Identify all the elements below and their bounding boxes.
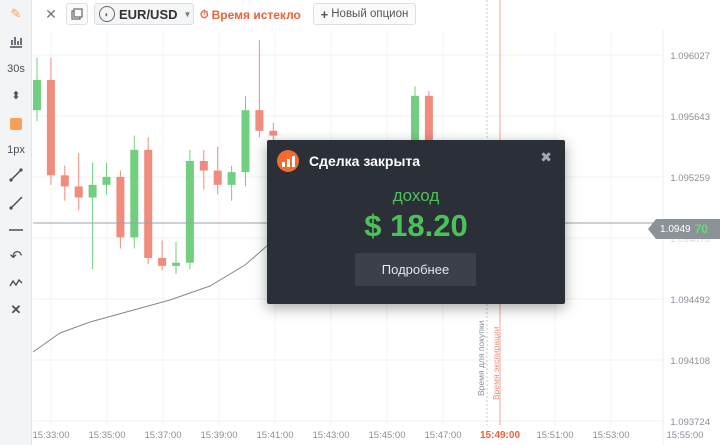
- plus-icon: +: [320, 6, 329, 22]
- price-tick: 1.096027: [670, 51, 710, 62]
- candle-up: [102, 176, 111, 185]
- candle-down: [158, 257, 167, 266]
- income-amount: $ 18.20: [364, 208, 468, 243]
- chevron-down-icon: ▼: [183, 9, 192, 19]
- current-price-pips: 70: [694, 222, 708, 236]
- current-price-value: 1.0949: [660, 223, 691, 235]
- expired-status-text: Время истекло: [211, 8, 301, 22]
- candle-up: [130, 149, 139, 238]
- candle-down: [60, 175, 69, 187]
- candle-up: [227, 172, 236, 185]
- indicators-icon[interactable]: [0, 29, 32, 53]
- globe-icon: ◐: [99, 6, 115, 22]
- up-down-arrows-icon[interactable]: ⬍: [11, 89, 21, 102]
- time-tick: 15:37:00: [144, 430, 182, 441]
- candle-up: [172, 262, 180, 266]
- candle-up: [33, 79, 41, 111]
- candle-down: [424, 95, 433, 168]
- asset-name: EUR/USD: [119, 6, 178, 22]
- timer-icon: ⏱: [200, 8, 209, 21]
- ray-line-icon[interactable]: [0, 191, 32, 215]
- layout-windows-icon[interactable]: [66, 3, 88, 25]
- candle-down: [116, 176, 125, 238]
- horizontal-line-icon[interactable]: [0, 218, 32, 242]
- price-tick: 1.095643: [670, 112, 710, 123]
- line-width-selector[interactable]: 1px: [7, 144, 25, 156]
- close-chart-icon[interactable]: ✕: [45, 5, 57, 22]
- candle-down: [199, 161, 208, 171]
- candle-down: [46, 79, 55, 176]
- time-tick: 15:55:00: [666, 430, 704, 441]
- timeframe-selector[interactable]: 30s: [7, 63, 25, 75]
- time-tick: 15:35:00: [88, 430, 126, 441]
- current-time-tick: 15:49:00: [479, 430, 521, 441]
- new-option-button[interactable]: + Новый опцион: [313, 3, 416, 25]
- asset-selector[interactable]: ◐ EUR/USD ▼: [94, 3, 194, 25]
- price-tick: 1.094108: [670, 356, 710, 367]
- candle-up: [185, 161, 194, 263]
- time-tick: 15:45:00: [368, 430, 406, 441]
- candle-down: [213, 170, 222, 185]
- candle-up: [88, 184, 97, 198]
- time-tick: 15:33:00: [32, 430, 70, 441]
- deal-closed-dialog: Сделка закрыта ✖ доход $ 18.20 Подробнее: [267, 140, 565, 304]
- color-swatch-icon[interactable]: [0, 112, 32, 136]
- time-tick: 15:43:00: [312, 430, 350, 441]
- time-tick: 15:39:00: [200, 430, 238, 441]
- candlestick-series: [33, 40, 278, 274]
- dialog-title: Сделка закрыта: [309, 153, 421, 169]
- time-tick: 15:53:00: [592, 430, 630, 441]
- time-tick: 15:51:00: [536, 430, 574, 441]
- wave-icon[interactable]: [0, 271, 32, 295]
- drawing-toolbar: ✎ 30s ⬍ 1px ↶ ✕: [0, 0, 32, 445]
- candle-down: [269, 130, 278, 136]
- candle-down: [74, 186, 83, 198]
- expired-status: ⏱ Время истекло: [200, 8, 301, 22]
- candle-down: [255, 110, 264, 131]
- price-tick: 1.093724: [670, 417, 710, 428]
- trend-line-icon[interactable]: [0, 163, 32, 187]
- undo-icon[interactable]: ↶: [9, 248, 23, 265]
- details-button[interactable]: Подробнее: [355, 253, 476, 286]
- close-icon[interactable]: ✖: [540, 149, 552, 165]
- income-label: доход: [392, 186, 440, 205]
- price-tick: 1.094876: [670, 234, 710, 245]
- time-tick: 15:41:00: [256, 430, 294, 441]
- new-option-label: Новый опцион: [331, 8, 409, 20]
- pencil-icon[interactable]: ✎: [10, 6, 22, 21]
- expiry-time-label: Время экспирации: [491, 326, 501, 400]
- candle-up: [241, 110, 250, 173]
- buy-time-label: Время для покупки: [476, 320, 486, 396]
- indicator-line: [32, 237, 276, 353]
- candle-down: [144, 149, 153, 258]
- deal-chart-icon: [277, 150, 299, 172]
- current-price-tag: 1.0949 70: [648, 219, 720, 239]
- price-tick: 1.094492: [670, 295, 710, 306]
- price-tick: 1.095259: [670, 173, 710, 184]
- time-tick: 15:47:00: [424, 430, 462, 441]
- delete-icon[interactable]: ✕: [10, 302, 22, 317]
